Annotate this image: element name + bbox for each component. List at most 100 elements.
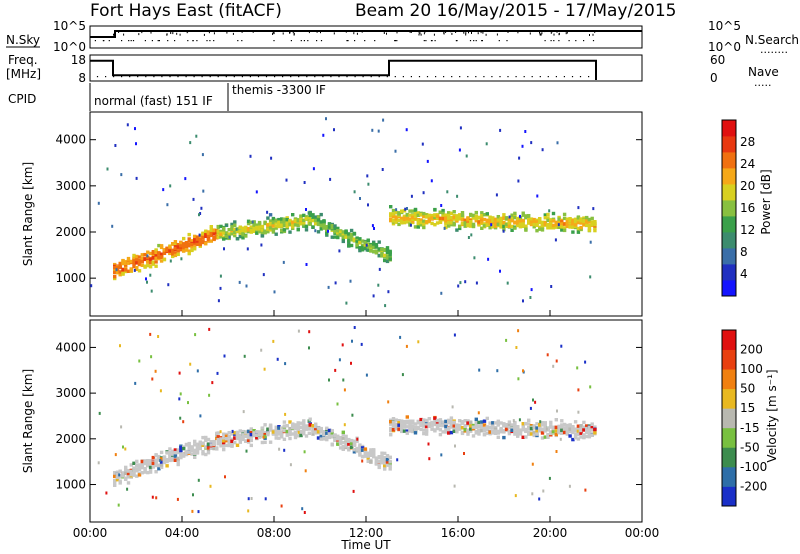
noise-search-point — [469, 40, 472, 42]
power-echo-cell — [496, 222, 500, 226]
velocity-echo-cell — [314, 424, 318, 428]
velocity-echo-cell — [246, 433, 251, 437]
power-scatter-cell — [382, 118, 385, 122]
power-echo-cell — [488, 223, 492, 227]
velocity-echo-cell — [540, 436, 545, 440]
velocity-echo-cell — [402, 420, 407, 425]
freq-ytick-bottom-right: 0 — [710, 71, 718, 85]
velocity-echo-cell — [206, 442, 211, 446]
power-echo-cell — [355, 245, 359, 249]
power-scatter-cell — [365, 248, 368, 252]
power-colorbar-tick: 8 — [740, 245, 748, 259]
velocity-echo-cell — [466, 421, 470, 425]
velocity-scatter-cell — [272, 339, 275, 343]
power-echo-cell — [441, 216, 445, 221]
velocity-scatter-cell — [538, 497, 541, 501]
velocity-echo-cell — [394, 426, 398, 431]
velocity-echo-cell — [358, 451, 362, 455]
range-ytick-label: 2000 — [55, 225, 86, 239]
velocity-echo-cell — [585, 428, 589, 433]
power-echo-cell — [576, 220, 581, 225]
velocity-scatter-cell — [114, 453, 117, 457]
power-echo-cell — [435, 216, 440, 221]
velocity-echo-cell — [288, 426, 292, 431]
velocity-echo-cell — [344, 443, 348, 448]
power-scatter-cell — [377, 283, 380, 287]
noise-sky-point — [480, 31, 482, 34]
velocity-echo-cell — [527, 418, 531, 422]
power-colorbar-tick: 24 — [740, 157, 755, 171]
power-scatter-cell — [422, 191, 425, 195]
velocity-echo-cell — [502, 424, 506, 428]
velocity-echo-cell — [562, 426, 567, 431]
velocity-echo-cell — [447, 418, 451, 423]
power-echo-cell — [513, 221, 517, 225]
power-echo-cell — [304, 217, 309, 221]
velocity-echo-cell — [438, 432, 443, 437]
power-echo-cell — [233, 230, 237, 234]
power-echo-cell — [463, 218, 467, 222]
power-echo-cell — [201, 240, 205, 245]
range-ytick-label: 1000 — [55, 271, 86, 285]
nave-point — [217, 76, 219, 78]
velocity-echo-cell — [452, 426, 456, 430]
power-echo-cell — [488, 226, 492, 230]
velocity-scatter-cell — [451, 405, 454, 409]
power-scatter-cell — [577, 206, 580, 210]
velocity-echo-cell — [540, 431, 545, 435]
power-scatter-cell — [312, 167, 315, 171]
power-echo-cell — [513, 211, 517, 216]
velocity-echo-cell — [540, 421, 545, 425]
power-echo-cell — [255, 223, 259, 227]
colorbar-swatch — [722, 427, 736, 448]
velocity-echo-cell — [469, 421, 473, 425]
noise-sky-point — [424, 30, 426, 33]
power-echo-cell — [499, 223, 503, 227]
power-echo-cell — [480, 218, 484, 222]
nave-point — [274, 76, 276, 78]
velocity-echo-cell — [422, 431, 426, 436]
nave-point — [137, 76, 139, 78]
velocity-echo-cell — [325, 426, 329, 430]
noise-sky-point — [226, 31, 228, 34]
nave-point — [418, 76, 421, 78]
velocity-echo-cell — [224, 439, 229, 443]
power-echo-cell — [518, 218, 523, 223]
velocity-echo-cell — [560, 428, 564, 432]
velocity-echo-cell — [193, 443, 197, 447]
power-scatter-cell — [305, 208, 307, 211]
velocity-echo-cell — [590, 428, 594, 432]
power-echo-cell — [115, 271, 120, 275]
velocity-scatter-cell — [453, 484, 456, 488]
power-echo-cell — [444, 216, 448, 221]
power-echo-cell — [562, 212, 567, 217]
velocity-echo-cell — [338, 438, 343, 442]
power-echo-cell — [551, 211, 556, 216]
velocity-echo-cell — [463, 419, 467, 423]
velocity-echo-cell — [424, 432, 429, 436]
power-echo-cell — [452, 223, 456, 227]
velocity-echo-cell — [388, 467, 392, 471]
power-echo-cell — [349, 243, 354, 248]
noise-search-point — [192, 40, 194, 42]
power-echo-cell — [449, 215, 454, 220]
power-scatter-cell — [443, 226, 446, 230]
velocity-echoes — [97, 326, 597, 514]
velocity-echo-cell — [441, 423, 445, 428]
power-scatter-cell — [405, 128, 408, 132]
velocity-echo-cell — [385, 463, 390, 467]
power-scatter-cell — [303, 181, 306, 184]
velocity-echo-cell — [190, 452, 194, 456]
power-echo-cell — [333, 227, 337, 231]
power-scatter-cell — [554, 238, 557, 242]
noise-search-point — [237, 40, 239, 42]
velocity-scatter-cell — [303, 511, 306, 514]
velocity-echo-cell — [585, 434, 589, 439]
velocity-echo-cell — [452, 421, 456, 425]
noise-search-point — [144, 40, 146, 42]
noise-search-point — [553, 40, 555, 42]
velocity-echo-cell — [397, 423, 401, 427]
velocity-scatter-cell — [343, 388, 346, 392]
power-echo-cell — [168, 251, 172, 256]
velocity-scatter-cell — [194, 333, 197, 337]
